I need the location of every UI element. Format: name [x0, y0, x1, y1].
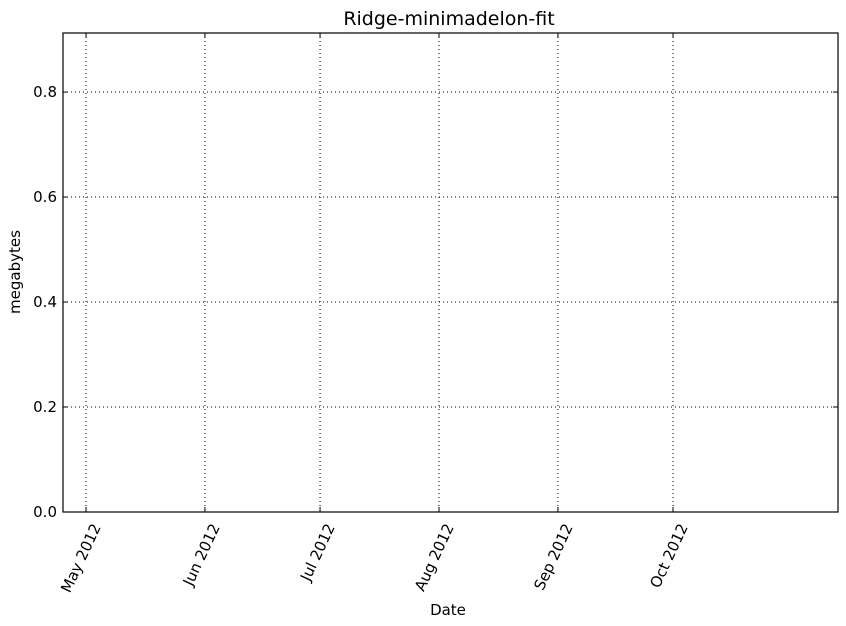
y-tick-label: 0.2: [33, 398, 57, 416]
chart-title: Ridge-minimadelon-fit: [343, 8, 554, 30]
y-tick-label: 0.8: [33, 83, 57, 101]
x-tick-label: Oct 2012: [646, 521, 691, 591]
x-tick-label: Aug 2012: [411, 521, 458, 594]
x-tick-label: Jul 2012: [296, 521, 339, 585]
axis-ticks: 0.0 0.2 0.4 0.6 0.8 May 2012 Jun 2012 Jul 2012 A…: [33, 33, 838, 595]
x-axis-label: Date: [430, 601, 466, 619]
grid: [63, 33, 838, 513]
x-tick-label: Sep 2012: [530, 521, 576, 593]
plot-area: [62, 32, 839, 513]
x-tick-label: May 2012: [57, 521, 105, 596]
y-tick-label: 0.4: [33, 293, 57, 311]
y-axis-label: megabytes: [6, 230, 24, 314]
x-tick-label: Jun 2012: [179, 521, 224, 590]
y-tick-label: 0.0: [33, 503, 57, 521]
y-tick-label: 0.6: [33, 188, 57, 206]
